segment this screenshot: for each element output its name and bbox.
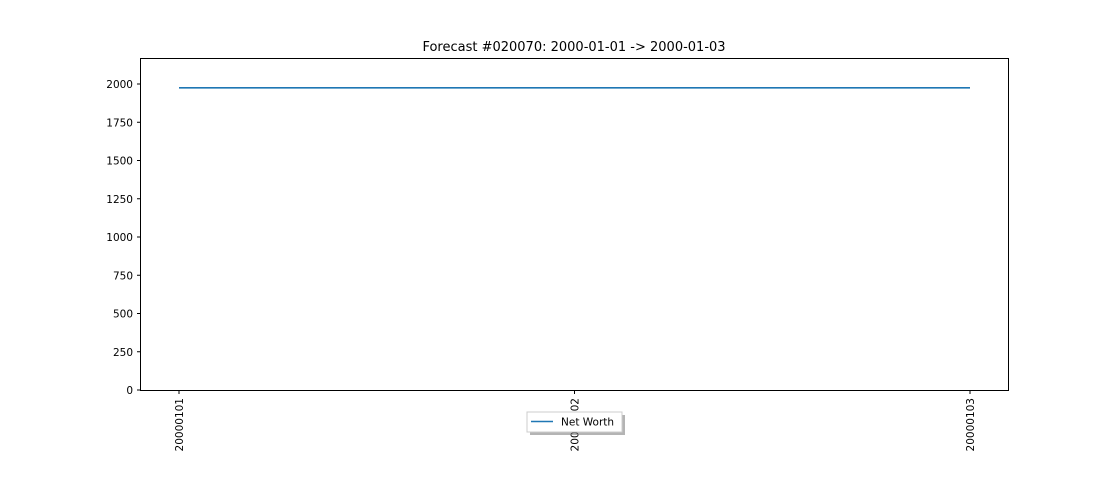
- x-tick-label: 20000101: [174, 398, 186, 451]
- y-tick-label: 500: [113, 309, 133, 321]
- x-tick-label: 20000103: [965, 398, 977, 451]
- legend: Net Worth: [526, 411, 625, 435]
- y-tick-label: 1250: [106, 194, 133, 206]
- y-tick-label: 250: [113, 347, 133, 359]
- y-tick-label: 1750: [106, 117, 133, 129]
- y-tick-label: 1500: [106, 156, 133, 168]
- y-tick-label: 1000: [106, 232, 133, 244]
- legend-box: [526, 411, 623, 433]
- legend-label-net-worth: Net Worth: [561, 417, 614, 429]
- chart-title: Forecast #020070: 2000-01-01 -> 2000-01-…: [422, 40, 725, 55]
- y-tick-label: 2000: [106, 79, 133, 91]
- y-axis: 0 250 500 750 1000 1250 1500 1750 2000: [106, 79, 141, 397]
- plot-frame: [140, 58, 1009, 391]
- y-tick-label: 750: [113, 270, 133, 282]
- y-tick-label: 0: [126, 385, 133, 397]
